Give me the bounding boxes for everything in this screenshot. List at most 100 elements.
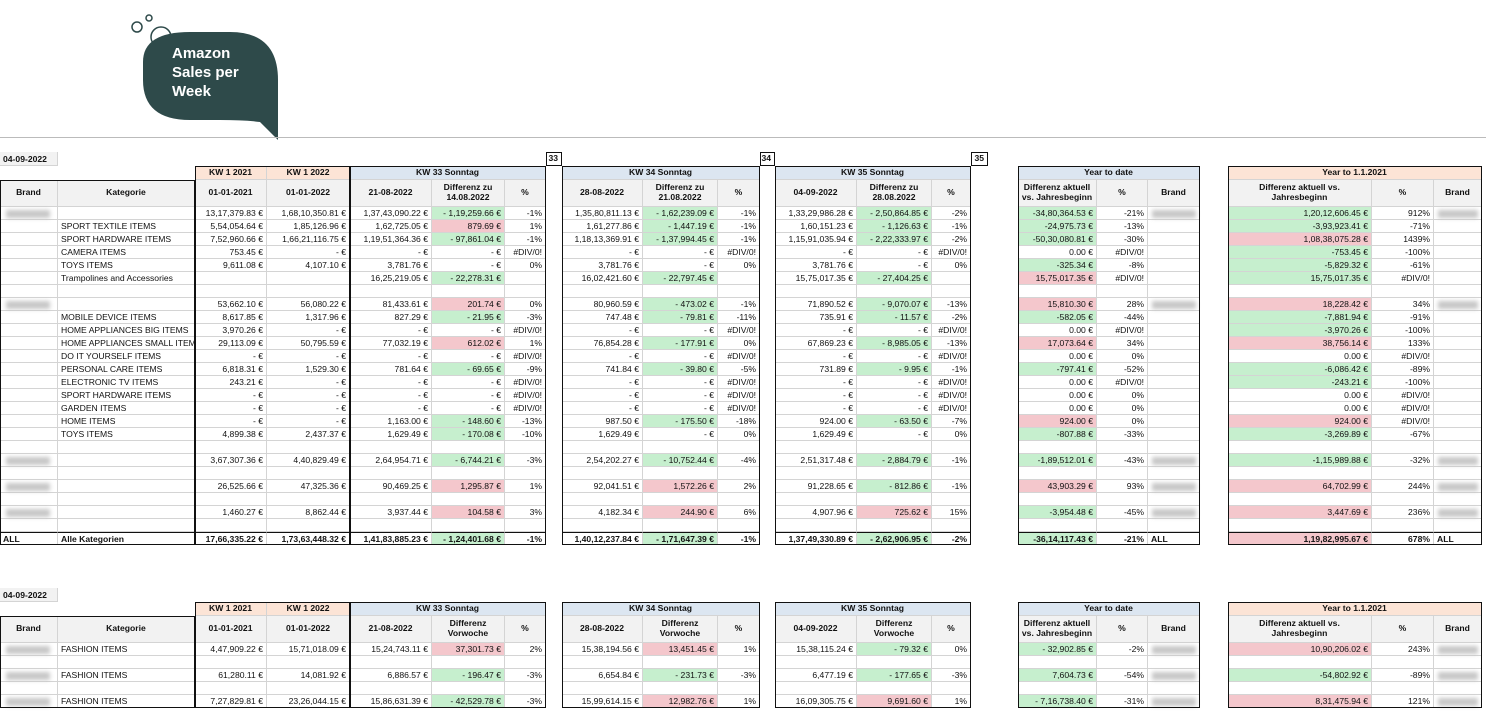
- empty-cell: [643, 493, 718, 506]
- cell: -3,970.26 €: [1228, 324, 1372, 337]
- cell: - 473.02 €: [643, 298, 718, 311]
- empty-cell: [932, 285, 971, 298]
- cell: 0.00 €: [1018, 402, 1097, 415]
- cell: - 8,985.05 €: [857, 337, 932, 350]
- empty-cell: [0, 363, 58, 376]
- cell: 236%: [1372, 506, 1434, 519]
- cell: -32%: [1372, 454, 1434, 467]
- empty-cell: [562, 656, 643, 669]
- cell: #DIV/0!: [718, 376, 760, 389]
- cell: 0%: [932, 643, 971, 656]
- cell: - €: [775, 324, 857, 337]
- header-cell: Differenz zu 14.08.2022: [432, 180, 505, 207]
- empty-cell: [0, 259, 58, 272]
- empty-cell: [718, 519, 760, 532]
- empty-cell: [0, 467, 58, 480]
- cell: - €: [350, 402, 432, 415]
- cell: - €: [857, 389, 932, 402]
- empty-cell: [432, 441, 505, 454]
- date-cell: 04-09-2022: [0, 152, 58, 166]
- cell: -325.34 €: [1018, 259, 1097, 272]
- cell: 1,68,10,350.81 €: [267, 207, 350, 220]
- empty-cell: [1148, 428, 1200, 441]
- header-cell: Differenz zu 28.08.2022: [857, 180, 932, 207]
- empty-cell: [58, 454, 195, 467]
- empty-cell: [1148, 337, 1200, 350]
- empty-cell: [1018, 519, 1097, 532]
- empty-cell: [562, 682, 643, 695]
- empty-cell: [0, 519, 58, 532]
- cell: 1,61,277.86 €: [562, 220, 643, 233]
- empty-cell: [195, 467, 267, 480]
- cell: 2%: [718, 480, 760, 493]
- cell: -5%: [718, 363, 760, 376]
- cell: SPORT HARDWARE ITEMS: [58, 233, 195, 246]
- cell: 1,66,21,116.75 €: [267, 233, 350, 246]
- cell: 3%: [505, 506, 546, 519]
- empty-cell: [0, 441, 58, 454]
- cell: #DIV/0!: [932, 350, 971, 363]
- cell: 1,529.30 €: [267, 363, 350, 376]
- empty-cell: [857, 441, 932, 454]
- cell: - €: [267, 324, 350, 337]
- cell: -3%: [505, 311, 546, 324]
- cell: -8%: [1097, 259, 1148, 272]
- blurred-brand: [1152, 210, 1196, 218]
- cell: - €: [857, 350, 932, 363]
- cell: - €: [857, 259, 932, 272]
- cell: 8,617.85 €: [195, 311, 267, 324]
- cell: 747.48 €: [562, 311, 643, 324]
- cell: 6%: [718, 506, 760, 519]
- empty-cell: [350, 285, 432, 298]
- cell: - €: [643, 324, 718, 337]
- empty-cell: [1434, 682, 1482, 695]
- cell: -3,954.48 €: [1018, 506, 1097, 519]
- empty-cell: [0, 220, 58, 233]
- empty-cell: [0, 493, 58, 506]
- empty-cell: [0, 207, 58, 220]
- empty-cell: [505, 682, 546, 695]
- empty-cell: [1434, 402, 1482, 415]
- cell: - 2,884.79 €: [857, 454, 932, 467]
- cell: #DIV/0!: [1097, 272, 1148, 285]
- header-top-cell: KW 1 2022: [267, 166, 350, 180]
- empty-cell: [267, 682, 350, 695]
- cell: - 63.50 €: [857, 415, 932, 428]
- empty-cell: [0, 506, 58, 519]
- empty-cell: [267, 441, 350, 454]
- empty-cell: [932, 682, 971, 695]
- cell: 678%: [1372, 532, 1434, 545]
- empty-cell: [58, 441, 195, 454]
- cell: 1,37,43,090.22 €: [350, 207, 432, 220]
- cell: -1%: [718, 220, 760, 233]
- cell: 0%: [932, 259, 971, 272]
- empty-cell: [267, 656, 350, 669]
- empty-cell: [1228, 441, 1372, 454]
- empty-cell: [0, 298, 58, 311]
- empty-cell: [1228, 519, 1372, 532]
- cell: -18%: [718, 415, 760, 428]
- blurred-brand: [6, 483, 50, 491]
- empty-cell: [195, 656, 267, 669]
- empty-cell: [1434, 467, 1482, 480]
- cell: -13%: [932, 298, 971, 311]
- cell: - €: [350, 389, 432, 402]
- header-cell: 04-09-2022: [775, 616, 857, 643]
- cell: 6,654.84 €: [562, 669, 643, 682]
- empty-cell: [505, 656, 546, 669]
- cell: - €: [857, 402, 932, 415]
- cell: 7,27,829.81 €: [195, 695, 267, 708]
- cell: 15,75,017.35 €: [775, 272, 857, 285]
- cell: #DIV/0!: [718, 389, 760, 402]
- header-cell: 21-08-2022: [350, 180, 432, 207]
- cell: 6,477.19 €: [775, 669, 857, 682]
- cell: - €: [267, 350, 350, 363]
- cell: - 1,62,239.09 €: [643, 207, 718, 220]
- empty-cell: [1434, 311, 1482, 324]
- cell: 1,19,51,364.36 €: [350, 233, 432, 246]
- cell: 3,781.76 €: [562, 259, 643, 272]
- empty-cell: [1148, 441, 1200, 454]
- cell: - 2,62,906.95 €: [857, 532, 932, 545]
- cell: 0.00 €: [1228, 389, 1372, 402]
- cell: 90,469.25 €: [350, 480, 432, 493]
